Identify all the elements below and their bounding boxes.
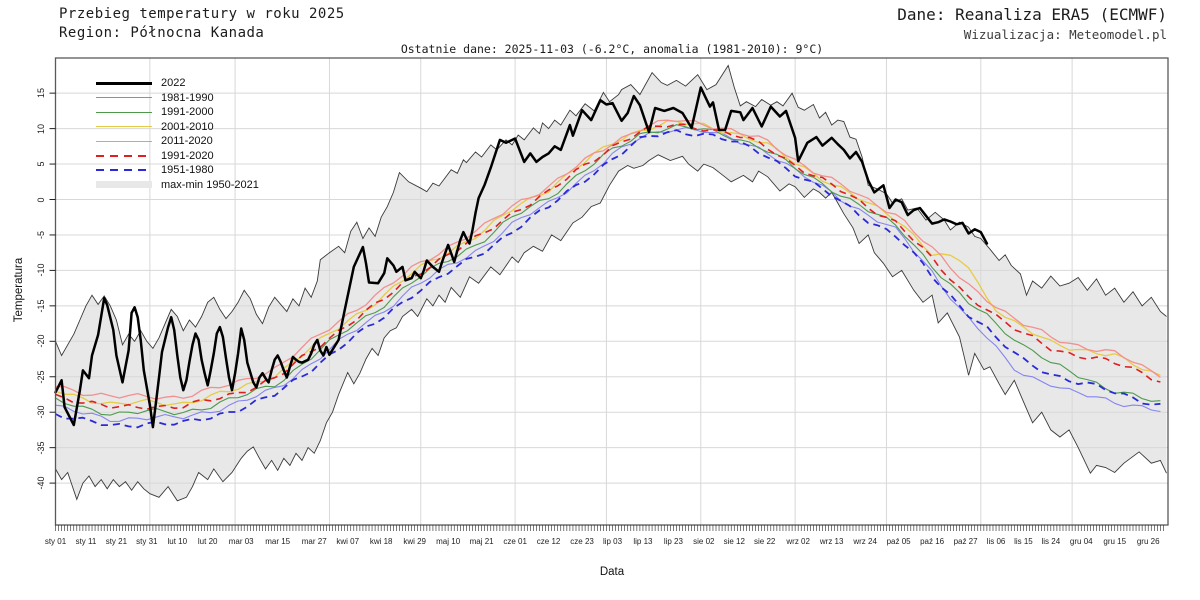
- x-tick-label: kwi 29: [403, 537, 426, 546]
- x-tick-label: lis 06: [986, 537, 1006, 546]
- legend-swatch-max-min 1950-2021: [96, 181, 152, 189]
- x-tick-label: cze 01: [503, 537, 527, 546]
- y-tick-label: -20: [36, 334, 46, 348]
- legend-label: 2022: [161, 77, 186, 90]
- x-tick-label: maj 21: [469, 537, 494, 546]
- band-max-line: [55, 64, 1167, 357]
- y-tick-label: 10: [36, 123, 46, 134]
- y-tick-label: -35: [36, 441, 46, 455]
- legend-item: 2011-2020: [96, 134, 259, 149]
- legend-label: 1991-2020: [161, 149, 214, 162]
- legend-item: 2001-2010: [96, 120, 259, 135]
- y-axis-title: Temperatura: [13, 257, 25, 323]
- plot-frame: [54, 57, 1169, 526]
- x-tick-label: lip 03: [602, 537, 623, 546]
- x-tick-label: lip 13: [633, 537, 653, 546]
- band-min-line: [55, 154, 1167, 502]
- x-tick-label: sty 31: [136, 537, 158, 546]
- y-tick-label: -40: [36, 476, 46, 490]
- x-tick-label: sie 12: [723, 537, 745, 546]
- x-tick-label: kwi 07: [336, 537, 360, 546]
- legend-swatch-1991-2020: [96, 154, 152, 157]
- x-tick-label: kwi 18: [369, 537, 393, 546]
- series-2022-line: [54, 86, 989, 429]
- series-2011-2020-line: [55, 119, 1161, 400]
- legend-swatch-1991-2000: [96, 111, 152, 113]
- chart-legend: 2022 1981-1990 1991-2000 2001-2010 2011-2020…: [96, 76, 259, 192]
- legend-item: 1981-1990: [96, 91, 259, 106]
- x-tick-label: gru 26: [1136, 537, 1160, 546]
- page-title: Przebieg temperatury w roku 2025: [59, 6, 345, 22]
- legend-item: 1991-2000: [96, 105, 259, 120]
- y-tick-label: -10: [36, 263, 46, 277]
- legend-label: 2011-2020: [161, 135, 213, 148]
- legend-item: 1991-2020: [96, 149, 259, 164]
- legend-item: 2022: [96, 76, 259, 91]
- y-tick-label: 15: [36, 88, 46, 99]
- x-tick-label: lip 23: [663, 537, 683, 546]
- x-axis-title: Data: [599, 566, 625, 578]
- legend-swatch-1951-1980: [96, 169, 152, 172]
- x-tick-label: paź 05: [886, 537, 911, 546]
- series-1981-1990-line: [55, 127, 1161, 423]
- legend-item: 1951-1980: [96, 163, 259, 178]
- y-tick-label: 0: [36, 196, 46, 203]
- x-tick-label: sty 11: [75, 537, 97, 546]
- region-subtitle: Region: Północna Kanada: [59, 25, 265, 41]
- y-tick-label: -25: [36, 370, 46, 384]
- legend-swatch-2001-2010: [96, 126, 152, 128]
- legend-swatch-1981-1990: [96, 97, 152, 99]
- x-tick-label: cze 23: [570, 537, 594, 546]
- visualization-credit: Wizualizacja: Meteomodel.pl: [963, 27, 1167, 42]
- y-tick-label: 5: [36, 161, 46, 167]
- legend-label: 1951-1980: [161, 164, 214, 177]
- x-tick-label: gru 15: [1103, 537, 1127, 546]
- x-tick-label: mar 03: [228, 537, 254, 546]
- x-tick-label: paź 27: [953, 537, 978, 546]
- x-tick-label: maj 10: [436, 537, 461, 546]
- data-source-label: Dane: Reanaliza ERA5 (ECMWF): [897, 5, 1167, 24]
- legend-label: 2001-2010: [161, 120, 214, 133]
- legend-item: max-min 1950-2021: [96, 178, 259, 193]
- x-tick-label: wrz 24: [853, 537, 877, 546]
- band-max-min-fill: [55, 65, 1167, 501]
- legend-swatch-2022: [96, 81, 152, 85]
- legend-label: 1991-2000: [161, 106, 214, 119]
- x-tick-label: sie 02: [693, 537, 715, 546]
- x-tick-label: sie 22: [754, 537, 776, 546]
- y-tick-label: -15: [36, 299, 46, 313]
- legend-label: max-min 1950-2021: [161, 178, 259, 191]
- legend-swatch-2011-2020: [96, 140, 152, 142]
- x-tick-label: sty 21: [105, 537, 128, 546]
- last-data-note: Ostatnie dane: 2025-11-03 (-6.2°C, anoma…: [400, 42, 824, 56]
- x-tick-label: lis 24: [1041, 537, 1061, 546]
- x-tick-label: cze 12: [536, 537, 561, 546]
- x-tick-label: mar 27: [301, 537, 327, 546]
- x-tick-label: paź 16: [920, 537, 945, 546]
- y-tick-label: -30: [36, 405, 46, 419]
- x-tick-label: mar 15: [265, 537, 291, 546]
- series-1991-2020-line: [55, 123, 1161, 411]
- legend-label: 1981-1990: [161, 91, 214, 104]
- x-tick-label: wrz 02: [786, 537, 810, 546]
- x-tick-label: sty 01: [44, 537, 67, 546]
- series-2001-2010-line: [55, 120, 1161, 407]
- y-tick-label: -5: [36, 230, 46, 239]
- x-tick-label: lut 10: [167, 537, 188, 546]
- x-tick-label: wrz 13: [819, 537, 844, 546]
- x-tick-label: lis 15: [1014, 537, 1033, 546]
- x-tick-label: lut 20: [197, 537, 218, 546]
- x-tick-label: gru 04: [1069, 537, 1093, 546]
